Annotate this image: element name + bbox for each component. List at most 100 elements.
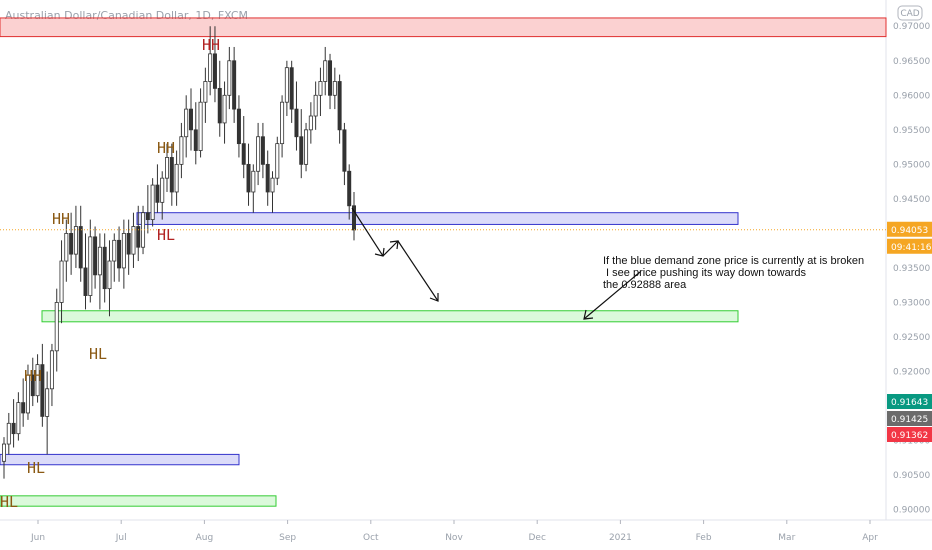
y-tick-label: 0.95000	[893, 160, 930, 170]
candle-body	[174, 163, 179, 193]
candle-body	[222, 94, 227, 124]
candle-body	[136, 226, 141, 248]
candle-body	[2, 443, 7, 462]
candle-body	[59, 260, 64, 303]
x-tick-label: Aug	[196, 533, 214, 543]
price-badge-label: 0.91362	[891, 431, 928, 441]
candle-body	[64, 233, 69, 262]
candle-body	[270, 177, 275, 193]
y-tick-label: 0.94500	[893, 195, 930, 205]
x-tick-label: 2021	[609, 533, 632, 543]
candle-body	[160, 177, 165, 203]
candle-body	[184, 108, 189, 138]
candle-body	[107, 260, 112, 290]
swing-label-hh: HH	[52, 210, 70, 228]
projection-arrow-down-1	[351, 207, 384, 257]
candle-body	[88, 236, 93, 296]
y-tick-label: 0.90000	[893, 506, 930, 516]
candle-body	[347, 170, 352, 207]
x-tick-label: Nov	[445, 533, 463, 543]
candle-body	[284, 67, 289, 103]
candle-body	[102, 246, 107, 290]
candle-body	[308, 115, 313, 131]
candle-body	[332, 81, 337, 96]
swing-label-hl: HL	[27, 459, 45, 477]
candle-body	[198, 101, 203, 151]
zone-green-demand-upper[interactable]	[41, 310, 739, 323]
zone-supply[interactable]	[0, 17, 887, 38]
candle-body	[150, 184, 155, 221]
analysis-note: If the blue demand zone price is current…	[603, 255, 864, 291]
candle-body	[193, 129, 198, 151]
x-tick-label: Dec	[528, 533, 545, 543]
candle-body	[40, 364, 45, 417]
x-tick-label: Jun	[30, 533, 45, 543]
candle-body	[121, 233, 126, 269]
swing-label-hh: HH	[202, 36, 220, 54]
note-line-3: the 0.92888 area	[603, 279, 687, 291]
candle-body	[342, 129, 347, 172]
currency-badge-label: CAD	[900, 9, 919, 19]
candle-body	[289, 67, 294, 110]
candle-body	[83, 267, 88, 296]
y-tick-label: 0.96500	[893, 57, 930, 67]
candle-body	[117, 239, 122, 269]
candle-body	[318, 81, 323, 96]
candle-body	[6, 422, 11, 445]
candle-body	[145, 212, 150, 221]
swing-label-hl: HL	[0, 493, 18, 511]
candle-body	[241, 143, 246, 165]
price-badge-label: 0.91643	[891, 398, 928, 408]
y-tick-label: 0.93000	[893, 298, 930, 308]
y-tick-label: 0.93500	[893, 264, 930, 274]
zones-layer	[0, 17, 887, 507]
candle-body	[256, 136, 261, 172]
y-tick-label: 0.95500	[893, 126, 930, 136]
x-tick-label: Oct	[363, 533, 379, 543]
candle-body	[323, 60, 328, 82]
candle-body	[251, 170, 256, 193]
projection-arrows	[351, 207, 641, 320]
candle-body	[45, 388, 50, 417]
candle-body	[260, 136, 265, 165]
candle-body	[337, 81, 342, 131]
candle-body	[131, 226, 136, 255]
candle-body	[25, 374, 30, 414]
note-line-2: I see price pushing its way down towards	[603, 267, 806, 279]
zone-blue-demand-upper[interactable]	[136, 212, 739, 225]
candle-body	[126, 233, 131, 255]
candle-body	[73, 226, 78, 255]
candle-body	[30, 374, 35, 397]
candle-body	[35, 364, 40, 397]
candles-layer	[2, 26, 356, 479]
x-tick-label: Feb	[696, 533, 712, 543]
candle-body	[313, 94, 318, 117]
candle-body	[328, 60, 333, 96]
zone-blue-demand-lower[interactable]	[0, 453, 240, 466]
candle-body	[69, 233, 74, 255]
projection-arrow-down-2-head	[429, 293, 439, 302]
currency-badge[interactable]: CAD	[897, 5, 923, 21]
candle-body	[299, 136, 304, 165]
candle-body	[227, 60, 232, 96]
price-badge-label: 09:41:16	[891, 243, 932, 253]
zone-green-demand-lower[interactable]	[0, 495, 277, 507]
y-tick-label: 0.96000	[893, 91, 930, 101]
candle-body	[165, 157, 170, 179]
x-tick-label: Jul	[115, 533, 127, 543]
candle-body	[212, 53, 217, 89]
candle-body	[294, 108, 299, 138]
swing-label-hl: HL	[89, 345, 107, 363]
price-badge-2: 0.91643	[887, 394, 932, 409]
x-tick-label: Sep	[279, 533, 296, 543]
price-badge-0: 0.94053	[887, 221, 932, 237]
swing-label-hh: HH	[157, 139, 175, 157]
x-tick-label: Apr	[862, 533, 878, 543]
candle-body	[236, 108, 241, 145]
candle-body	[78, 226, 83, 269]
candle-body	[21, 402, 26, 414]
time-axis[interactable]: Jun Jul Aug Sep Oct Nov Dec 2021 Feb Mar Apr	[30, 520, 878, 543]
candle-body	[155, 184, 160, 203]
candle-body	[49, 350, 54, 390]
